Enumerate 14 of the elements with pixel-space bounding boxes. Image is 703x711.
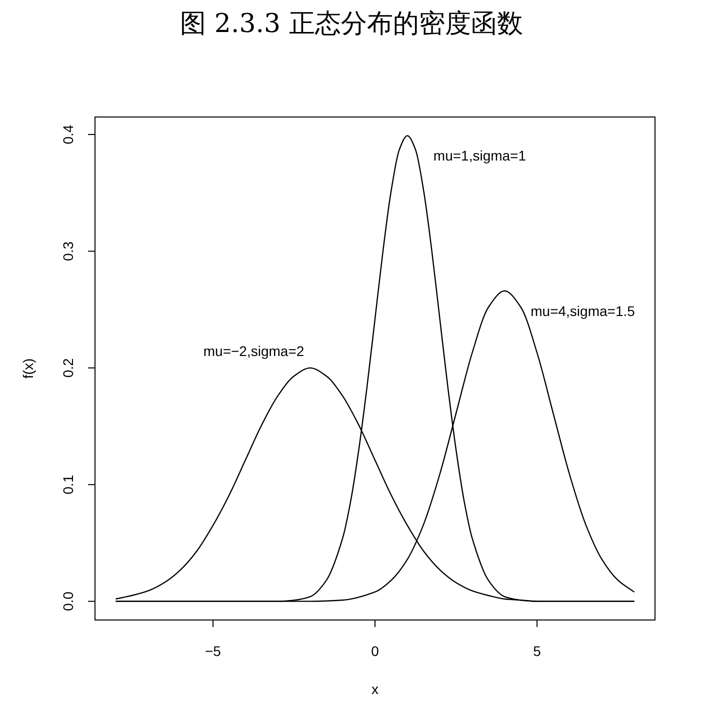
series-label: mu=1,sigma=1 bbox=[433, 148, 526, 164]
y-tick-label: 0.0 bbox=[60, 591, 76, 612]
y-axis-title: f(x) bbox=[20, 358, 36, 379]
chart-title: 图 2.3.3 正态分布的密度函数 bbox=[180, 9, 523, 39]
y-tick-label: 0.4 bbox=[60, 124, 76, 144]
y-tick-label: 0.3 bbox=[60, 241, 76, 261]
y-tick-label: 0.2 bbox=[60, 358, 76, 378]
series-label: mu=4,sigma=1.5 bbox=[530, 302, 636, 319]
x-tick-label: −5 bbox=[204, 643, 222, 659]
y-tick-label: 0.1 bbox=[60, 474, 76, 494]
series-label: mu=−2,sigma=2 bbox=[203, 342, 304, 359]
x-axis-title: x bbox=[372, 681, 378, 697]
x-tick-label: 5 bbox=[533, 643, 542, 659]
x-tick-label: 0 bbox=[371, 643, 380, 659]
